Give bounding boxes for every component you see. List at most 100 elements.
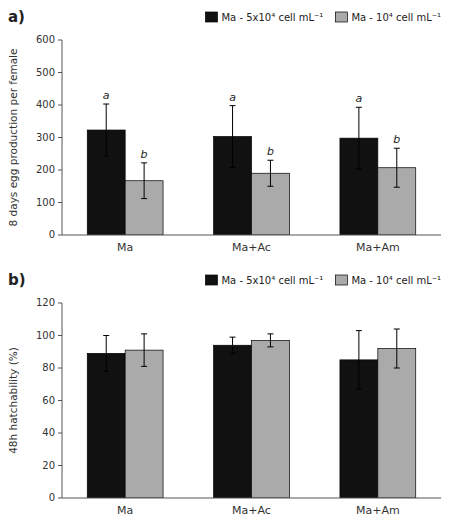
error-bar-cap [141,198,147,199]
error-bar [230,106,236,168]
panel-title: b) [8,271,26,289]
error-bar-stem [270,334,271,347]
error-bar-stem [358,107,359,169]
figure: a)8 days egg production per female010020… [0,0,451,526]
x-axis-line [62,498,441,499]
panel: b)48h hatchability (%)020406080100120MaM… [7,271,441,517]
y-tick-label: 60 [42,395,55,406]
error-bar-cap [230,167,236,168]
y-tick-label: 0 [49,492,55,503]
legend-item: Ma - 5x10⁴ cell mL⁻¹ [205,12,323,23]
y-tick [58,170,62,171]
x-tick-label: Ma+Am [356,504,400,517]
error-bar-stem [232,337,233,353]
error-bar-cap [103,371,109,372]
error-bar-cap [267,160,273,161]
legend-swatch [205,12,217,22]
annotations: aaabbb [103,89,400,161]
bar [125,350,163,498]
error-bar-cap [356,107,362,108]
y-tick-label: 200 [36,164,55,175]
error-bar [267,160,273,186]
y-tick [58,40,62,41]
error-bar-cap [394,368,400,369]
legend-label: Ma - 10⁴ cell mL⁻¹ [351,275,441,286]
y-tick [58,498,62,499]
legend-item: Ma - 10⁴ cell mL⁻¹ [335,12,441,23]
error-bar [267,334,273,347]
error-bar-stem [144,334,145,367]
error-bar-cap [230,337,236,338]
error-bar-cap [103,104,109,105]
error-bar-stem [396,329,397,368]
legend-item: Ma - 5x10⁴ cell mL⁻¹ [205,275,323,286]
error-bar-cap [230,353,236,354]
x-tick-label: Ma+Ac [232,241,271,254]
error-bar [394,329,400,368]
error-bar-cap [141,333,147,334]
panel: a)8 days egg production per female010020… [7,8,441,254]
error-bar-stem [358,331,359,390]
y-tick-label: 300 [36,132,55,143]
error-bar-cap [103,156,109,157]
error-bar-stem [106,336,107,372]
y-tick-label: 40 [42,427,55,438]
error-bar-cap [267,333,273,334]
error-bar [394,148,400,187]
y-tick-label: 120 [36,297,55,308]
y-tick [58,303,62,304]
error-bar-cap [103,335,109,336]
annotation: a [229,91,236,104]
y-axis-label: 48h hatchability (%) [7,347,19,454]
bar [214,345,252,498]
y-axis-line [62,40,63,235]
error-bar-cap [141,366,147,367]
y-tick [58,465,62,466]
error-bar-stem [232,106,233,168]
legend-label: Ma - 5x10⁴ cell mL⁻¹ [221,275,323,286]
y-tick [58,433,62,434]
x-tick-label: Ma [117,504,133,517]
legend-label: Ma - 5x10⁴ cell mL⁻¹ [221,12,323,23]
error-bar [230,337,236,353]
error-bar-stem [144,163,145,199]
error-bar-cap [394,148,400,149]
legend-item: Ma - 10⁴ cell mL⁻¹ [335,275,441,286]
y-tick-label: 500 [36,67,55,78]
y-axis-label: 8 days egg production per female [7,49,19,227]
error-bar-cap [356,330,362,331]
x-tick-label: Ma [117,241,133,254]
error-bar-stem [396,148,397,187]
annotation: b [267,145,274,158]
error-bar [141,163,147,199]
y-tick-label: 400 [36,99,55,110]
error-bar-cap [394,187,400,188]
error-bar-stem [270,160,271,186]
bars [87,104,415,235]
x-tick-label: Ma+Ac [232,504,271,517]
x-tick-label: Ma+Am [356,241,400,254]
error-bar [141,334,147,367]
y-tick [58,235,62,236]
error-bar-cap [267,186,273,187]
error-bar-cap [356,389,362,390]
annotation: b [393,133,400,146]
bars [87,329,415,498]
y-tick-label: 0 [49,229,55,240]
bar [252,340,290,498]
annotation: b [141,148,148,161]
y-tick [58,72,62,73]
y-tick [58,368,62,369]
annotation: a [356,92,363,105]
y-tick-label: 100 [36,330,55,341]
error-bar-cap [230,105,236,106]
legend-swatch [205,275,217,285]
y-tick-label: 100 [36,197,55,208]
y-tick-label: 80 [42,362,55,373]
legend-swatch [335,12,347,22]
y-tick [58,202,62,203]
error-bar-cap [356,169,362,170]
y-tick [58,137,62,138]
error-bar [103,336,109,372]
error-bar [356,107,362,169]
